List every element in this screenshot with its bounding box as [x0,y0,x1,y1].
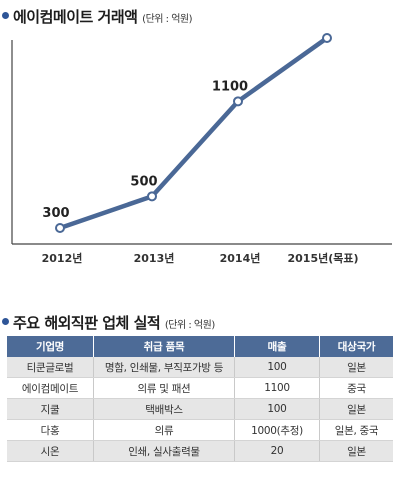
table-header-row: 기업명 취급 품목 매출 대상국가 [7,336,393,357]
cell-sales: 100 [234,398,320,420]
table-row: 티쿤글로벌 명함, 인쇄물, 부직포가방 등 100 일본 [7,357,393,378]
bullet-dot-icon [2,318,9,325]
header-country: 대상국가 [319,336,393,357]
table-row: 지쿨 택배박스 100 일본 [7,398,393,420]
cell-company: 시온 [7,440,94,462]
x-tick-label: 2013년 [134,251,175,265]
cell-sales: 20 [234,440,320,462]
cell-country: 일본, 중국 [319,419,393,441]
table-title: 주요 해외직판 업체 실적 (단위 : 억원) [2,312,215,333]
performance-table: 기업명 취급 품목 매출 대상국가 티쿤글로벌 명함, 인쇄물, 부직포가방 등… [7,336,393,462]
x-tick-label: 2015년(목표) [287,251,358,265]
series-line [59,36,329,231]
cell-items: 의류 [93,419,235,441]
cell-company: 티쿤글로벌 [7,357,94,378]
header-sales: 매출 [234,336,320,357]
header-items: 취급 품목 [93,336,235,357]
x-tick-label: 2012년 [42,251,83,265]
data-label: 1100 [212,79,248,94]
cell-country: 일본 [319,357,393,378]
cell-company: 다홍 [7,419,94,441]
table-row: 다홍 의류 1000(추정) 일본, 중국 [7,419,393,441]
data-label: 500 [130,174,157,189]
data-point [147,191,157,202]
chart-title-text: 에이컴메이트 거래액 [13,8,138,26]
x-tick-label: 2014년 [220,251,261,265]
cell-country: 일본 [319,440,393,462]
cell-country: 일본 [319,398,393,420]
performance-table-wrap: 기업명 취급 품목 매출 대상국가 티쿤글로벌 명함, 인쇄물, 부직포가방 등… [7,336,393,462]
data-point [322,33,332,43]
cell-company: 지쿨 [7,398,94,420]
cell-sales: 100 [234,357,320,378]
data-point [233,96,243,107]
table-title-text: 주요 해외직판 업체 실적 [13,314,161,332]
table-row: 시온 인쇄, 실사출력물 20 일본 [7,440,393,462]
cell-country: 중국 [319,377,393,399]
data-point [55,223,65,233]
header-company: 기업명 [7,336,94,357]
data-label: 300 [42,206,69,221]
cell-items: 의류 및 패션 [93,377,235,399]
cell-sales: 1100 [234,377,320,399]
line-chart: 300 500 1100 1500 2012년 2013년 2014년 2015년(목표) [11,30,392,265]
chart-title: 에이컴메이트 거래액 (단위 : 억원) [2,6,193,27]
table-unit-label: (단위 : 억원) [164,320,215,331]
chart-unit-label: (단위 : 억원) [142,14,193,25]
cell-items: 인쇄, 실사출력물 [93,440,235,462]
data-label: 1500 [301,30,337,31]
cell-items: 명함, 인쇄물, 부직포가방 등 [93,357,235,378]
bullet-dot-icon [2,12,9,19]
table-row: 에이컴메이트 의류 및 패션 1100 중국 [7,377,393,399]
cell-company: 에이컴메이트 [7,377,94,399]
cell-sales: 1000(추정) [234,419,320,441]
cell-items: 택배박스 [93,398,235,420]
